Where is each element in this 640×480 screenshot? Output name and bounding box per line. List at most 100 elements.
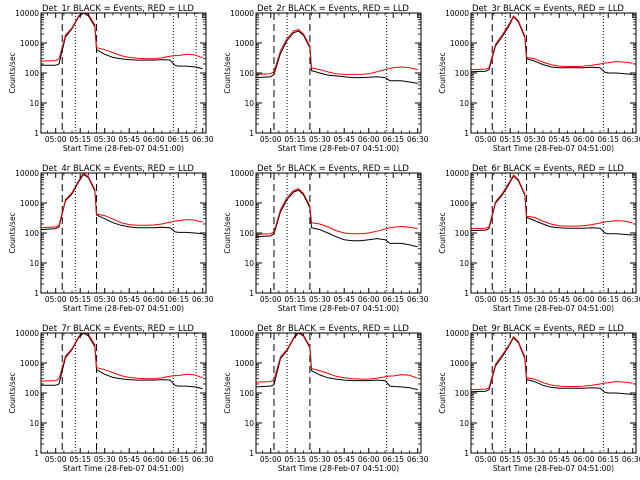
x-axis-label: Start Time (28-Feb-07 04:51:00) <box>278 304 399 313</box>
plot-frame <box>40 12 207 134</box>
plot-frame <box>40 172 207 294</box>
chart-panel: Det_4r BLACK = Events, RED = LLD 1 10 100 10… <box>8 164 214 313</box>
y-axis-label: Counts/sec <box>8 212 17 253</box>
x-tick-label: 05:15 <box>284 135 306 144</box>
y-tick-label: 1 <box>464 129 469 138</box>
x-tick-label: 05:30 <box>94 135 116 144</box>
x-tick-label: 05:00 <box>260 135 282 144</box>
x-tick-label: 06:30 <box>192 135 214 144</box>
y-axis-label: Counts/sec <box>438 212 447 253</box>
chart-title: Det_5r BLACK = Events, RED = LLD <box>257 164 409 174</box>
chart-title: Det_4r BLACK = Events, RED = LLD <box>42 164 194 174</box>
y-tick-label: 10 <box>459 99 469 108</box>
y-tick-label: 10000 <box>445 169 469 178</box>
x-tick-label: 05:00 <box>475 455 497 464</box>
y-tick-label: 1000 <box>450 199 469 208</box>
y-tick-label: 100 <box>25 69 40 78</box>
y-tick-label: 1000 <box>450 39 469 48</box>
x-tick-label: 06:15 <box>167 295 189 304</box>
x-tick-label: 06:30 <box>192 295 214 304</box>
chart-title: Det_6r BLACK = Events, RED = LLD <box>472 164 624 174</box>
x-tick-label: 06:15 <box>382 135 404 144</box>
plot-frame <box>255 172 422 294</box>
chart-panel: Det_2r BLACK = Events, RED = LLD 1 10 100 10… <box>223 4 429 153</box>
y-tick-label: 100 <box>240 389 255 398</box>
x-tick-label: 06:30 <box>407 135 429 144</box>
chart-panel: Det_7r BLACK = Events, RED = LLD 1 10 100 10… <box>8 324 214 473</box>
x-tick-label: 05:45 <box>118 455 140 464</box>
series-line-events <box>471 175 633 236</box>
x-tick-label: 06:15 <box>382 295 404 304</box>
y-axis-label: Counts/sec <box>223 212 232 253</box>
x-tick-label: 05:15 <box>69 455 91 464</box>
x-tick-label: 06:15 <box>382 455 404 464</box>
y-tick-label: 1 <box>34 129 39 138</box>
x-tick-label: 05:00 <box>45 135 67 144</box>
y-tick-label: 1000 <box>235 199 254 208</box>
chart-panel: Det_1r BLACK = Events, RED = LLD 1 10 100 10… <box>8 4 214 153</box>
x-tick-label: 05:45 <box>548 295 570 304</box>
x-tick-label: 05:15 <box>284 295 306 304</box>
series-line-lld <box>256 29 418 75</box>
y-tick-label: 1 <box>249 289 254 298</box>
y-axis-label: Counts/sec <box>223 372 232 413</box>
y-tick-label: 1000 <box>235 359 254 368</box>
series-line-lld <box>256 188 418 235</box>
plot-frame <box>255 12 422 134</box>
x-tick-label: 05:15 <box>284 455 306 464</box>
y-axis-label: Counts/sec <box>8 52 17 93</box>
series-line-events <box>256 30 418 84</box>
series-line-lld <box>471 174 633 230</box>
x-tick-label: 06:15 <box>597 295 619 304</box>
x-tick-label: 05:30 <box>309 135 331 144</box>
plot-frame <box>470 172 637 294</box>
y-axis-label: Counts/sec <box>438 52 447 93</box>
x-tick-label: 06:30 <box>407 295 429 304</box>
y-tick-label: 10000 <box>230 169 254 178</box>
y-tick-label: 10 <box>244 259 254 268</box>
x-axis-label: Start Time (28-Feb-07 04:51:00) <box>63 144 184 153</box>
y-tick-label: 10000 <box>230 329 254 338</box>
x-axis-label: Start Time (28-Feb-07 04:51:00) <box>493 464 614 473</box>
x-tick-label: 06:15 <box>167 135 189 144</box>
series-line-lld <box>41 13 203 62</box>
y-tick-label: 100 <box>25 229 40 238</box>
y-tick-label: 10000 <box>15 329 39 338</box>
x-tick-label: 05:45 <box>548 135 570 144</box>
x-tick-label: 05:45 <box>333 455 355 464</box>
x-tick-label: 06:00 <box>573 455 595 464</box>
x-tick-label: 05:00 <box>45 295 67 304</box>
x-tick-label: 05:00 <box>45 455 67 464</box>
series-line-events <box>41 173 203 235</box>
x-tick-label: 05:00 <box>475 295 497 304</box>
x-tick-label: 06:30 <box>622 295 640 304</box>
y-axis-label: Counts/sec <box>8 372 17 413</box>
chart-title: Det_9r BLACK = Events, RED = LLD <box>472 324 624 334</box>
x-tick-label: 05:30 <box>524 455 546 464</box>
chart-title: Det_8r BLACK = Events, RED = LLD <box>257 324 409 334</box>
x-tick-label: 06:00 <box>358 135 380 144</box>
x-axis-label: Start Time (28-Feb-07 04:51:00) <box>63 304 184 313</box>
x-tick-label: 06:00 <box>573 295 595 304</box>
x-tick-label: 06:00 <box>143 455 165 464</box>
x-tick-label: 05:30 <box>309 295 331 304</box>
y-tick-label: 10000 <box>445 329 469 338</box>
x-axis-label: Start Time (28-Feb-07 04:51:00) <box>493 304 614 313</box>
series-line-events <box>471 15 633 75</box>
x-tick-label: 05:15 <box>499 455 521 464</box>
x-axis-label: Start Time (28-Feb-07 04:51:00) <box>63 464 184 473</box>
x-tick-label: 06:15 <box>167 455 189 464</box>
y-tick-label: 1000 <box>450 359 469 368</box>
y-tick-label: 10000 <box>445 9 469 18</box>
y-axis-label: Counts/sec <box>438 372 447 413</box>
x-tick-label: 06:00 <box>358 295 380 304</box>
x-tick-label: 05:30 <box>524 295 546 304</box>
x-tick-label: 05:45 <box>548 455 570 464</box>
x-axis-label: Start Time (28-Feb-07 04:51:00) <box>493 144 614 153</box>
y-tick-label: 100 <box>455 389 470 398</box>
y-tick-label: 1000 <box>20 359 39 368</box>
series-line-events <box>41 333 203 390</box>
x-tick-label: 05:00 <box>260 455 282 464</box>
y-tick-label: 1 <box>249 449 254 458</box>
